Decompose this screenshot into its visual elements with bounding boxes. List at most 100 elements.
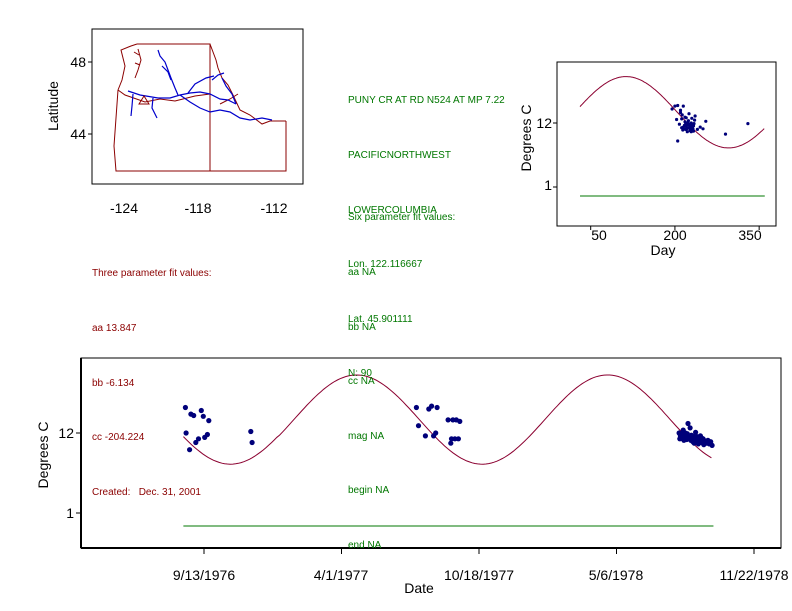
spokane-river	[211, 72, 225, 81]
three-param-bb: bb -6.134	[92, 377, 135, 389]
doy-point	[685, 130, 689, 134]
rivers	[127, 49, 273, 121]
map-xtick-label-124: -124	[110, 200, 138, 216]
map-xtick-label-118: -118	[185, 200, 212, 216]
ts-point	[183, 430, 189, 436]
ts-point	[413, 404, 419, 411]
doy-point	[680, 117, 684, 121]
ts-frame	[80, 357, 782, 549]
wa-coast	[117, 43, 138, 91]
clearwater-river	[221, 77, 237, 105]
ts-point	[249, 439, 255, 446]
six-param-bb: bb NA	[348, 321, 376, 333]
or-id-border	[219, 93, 239, 105]
six-param-cc: cc NA	[348, 376, 375, 388]
doy-point	[678, 108, 683, 112]
ts-point	[206, 418, 212, 424]
doy-point	[723, 132, 728, 136]
doy-point	[684, 127, 688, 131]
doy-point	[681, 125, 685, 129]
doy-ytick-label-1: 1	[544, 177, 552, 193]
ts-point	[248, 428, 254, 435]
ts-point	[687, 425, 693, 431]
ts-ytick-label-1: 1	[66, 505, 74, 521]
ts-fit-curve	[183, 374, 712, 465]
doy-point	[698, 125, 702, 129]
ts-xtick-label-1: 9/13/1976	[173, 567, 235, 583]
ts-xtick-label-4: 5/6/1978	[589, 567, 644, 583]
map-xtick-label-112: -112	[261, 200, 288, 216]
doy-frame	[556, 61, 777, 227]
station-region: PACIFICNORTHWEST	[348, 150, 451, 161]
six-param-title: Six parameter fit values:	[348, 212, 456, 224]
ts-point	[182, 404, 188, 411]
doy-point	[685, 121, 689, 125]
six-param-aa: aa NA	[348, 267, 376, 278]
doy-point	[704, 119, 708, 123]
ts-point	[709, 442, 715, 448]
ts-point	[457, 418, 463, 424]
timeseries-chart: Degrees C Date 9/13/1976 4/1/1977 10/18/…	[35, 357, 789, 596]
station-lon: Lon. 122.116667	[348, 259, 423, 271]
doy-xlabel: Day	[651, 242, 676, 258]
doy-point	[675, 117, 679, 122]
map-ylabel: Latitude	[45, 81, 61, 131]
doy-point	[746, 122, 750, 126]
doy-point	[693, 118, 697, 122]
doy-point	[688, 126, 692, 130]
ts-point	[195, 436, 202, 442]
ts-point	[455, 436, 461, 442]
ts-xlabel: Date	[404, 580, 434, 596]
doy-marks	[553, 76, 765, 230]
upper-columbia	[157, 49, 179, 96]
doy-xtick-label-200: 200	[663, 227, 687, 243]
doy-point	[670, 107, 674, 111]
six-param-end: end NA	[348, 539, 382, 551]
ts-point	[200, 413, 206, 419]
ts-point	[191, 412, 197, 419]
ts-point	[193, 439, 199, 446]
ts-ylabel: Degrees C	[35, 422, 51, 489]
doy-point	[690, 116, 694, 120]
south-border	[113, 89, 287, 172]
ts-point	[429, 403, 435, 409]
ts-point	[434, 404, 440, 411]
doy-fit-curve	[579, 76, 765, 149]
doy-point	[690, 123, 694, 127]
doy-chart: Degrees C Day 50 200 350 12 1	[518, 61, 777, 258]
six-param-mag: mag NA	[348, 430, 385, 442]
ts-point	[204, 431, 210, 438]
doy-xtick-label-350: 350	[738, 227, 762, 243]
six-param-info: Six parameter fit values: aa NA bb NA cc…	[348, 173, 455, 573]
willamette-river	[130, 93, 134, 117]
doy-point	[676, 139, 680, 143]
doy-point	[687, 112, 691, 116]
station-lat: Lat. 45.901111	[348, 313, 413, 325]
ts-ytick-label-12: 12	[58, 425, 74, 441]
station-n: N: 90	[348, 368, 372, 380]
wa-or-border	[117, 89, 211, 103]
six-param-begin: begin NA	[348, 485, 390, 497]
doy-point	[673, 104, 677, 108]
state-borders	[113, 43, 287, 172]
three-param-aa: aa 13.847	[92, 323, 137, 334]
ts-xtick-label-5: 11/22/1978	[719, 567, 788, 583]
doy-point	[677, 122, 682, 126]
doy-point	[701, 127, 705, 131]
deschutes-river	[151, 97, 158, 119]
puget-islands	[133, 51, 141, 66]
doy-point	[693, 114, 697, 118]
doy-point	[680, 113, 684, 117]
three-param-title: Three parameter fit values:	[92, 268, 212, 280]
doy-point	[678, 110, 683, 115]
ts-xtick-label-3: 10/18/1977	[444, 567, 514, 583]
ts-point	[187, 447, 193, 453]
doy-point	[681, 104, 685, 108]
map-ytick-label-44: 44	[70, 126, 86, 142]
ts-point	[433, 430, 439, 436]
station-name: PUNY CR AT RD N524 AT MP 7.22	[348, 95, 505, 107]
doy-xtick-label-50: 50	[591, 227, 607, 243]
station-info: PUNY CR AT RD N524 AT MP 7.22 PACIFICNOR…	[348, 56, 505, 402]
three-param-cc: cc -204.224	[92, 432, 145, 444]
